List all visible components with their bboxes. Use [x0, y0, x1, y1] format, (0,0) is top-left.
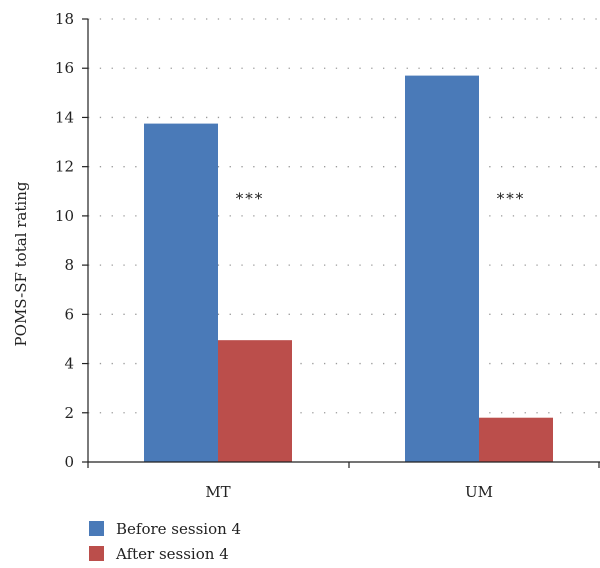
x-category-label: MT [205, 483, 230, 501]
bar-mt-after [218, 340, 292, 462]
legend-swatch [89, 546, 104, 561]
bars [144, 75, 553, 462]
y-tick-label: 10 [55, 207, 74, 225]
y-tick-label: 6 [64, 305, 74, 323]
legend: Before session 4 After session 4 [89, 520, 241, 563]
y-axis-label: POMS-SF total rating [12, 181, 30, 346]
y-tick-label: 18 [55, 10, 74, 28]
bar-mt-before [144, 123, 218, 462]
significance-annotations: *** *** [236, 190, 526, 208]
y-tick-label: 0 [64, 453, 74, 471]
y-tick-label: 14 [55, 108, 74, 126]
x-ticks: MT UM [87, 462, 600, 501]
y-tick-label: 4 [64, 355, 74, 373]
legend-label: After session 4 [115, 545, 229, 563]
y-ticks: 0 2 4 6 8 10 12 14 16 18 [55, 10, 88, 471]
x-category-label: UM [465, 483, 493, 501]
y-tick-label: 16 [55, 59, 74, 77]
legend-label: Before session 4 [116, 520, 241, 538]
y-tick-label: 2 [64, 404, 74, 422]
significance-marker: *** [497, 190, 526, 208]
bar-um-after [479, 417, 553, 462]
y-tick-label: 12 [55, 158, 74, 176]
significance-marker: *** [236, 190, 265, 208]
bar-um-before [405, 75, 479, 462]
y-tick-label: 8 [64, 256, 74, 274]
legend-swatch [89, 521, 104, 536]
